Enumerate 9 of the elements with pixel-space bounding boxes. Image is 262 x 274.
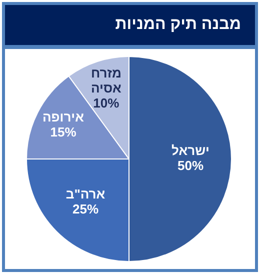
slice-label: ישראל xyxy=(172,143,210,158)
data-label: 50% xyxy=(177,158,204,174)
data-label: 15% xyxy=(50,124,77,140)
slice-label: מזרח אסיה xyxy=(90,65,122,96)
data-label: 10% xyxy=(93,95,120,110)
data-label: 25% xyxy=(72,202,99,217)
slice-label: אירופה xyxy=(42,110,84,125)
slice-label: ארה"ב xyxy=(66,186,106,202)
chart-title: מבנה תיק המניות xyxy=(115,16,241,34)
